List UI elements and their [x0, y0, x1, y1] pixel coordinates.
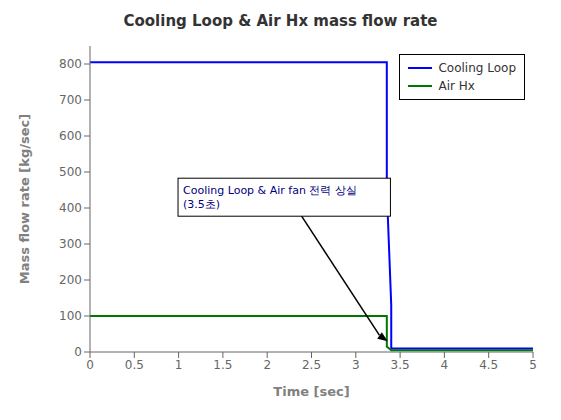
html-text:Cooling Loop & Air Hx mass flo: Cooling Loop & Air Hx mass flow rate	[123, 12, 438, 30]
svg-text:800: 800	[59, 57, 82, 71]
svg-text:3: 3	[352, 358, 360, 372]
svg-text:100: 100	[59, 309, 82, 323]
svg-text:400: 400	[59, 201, 82, 215]
svg-text:1: 1	[175, 358, 183, 372]
svg-text:Cooling Loop & Air fan 전력 상실(3: Cooling Loop & Air fan 전력 상실(3.5초)	[183, 184, 357, 211]
svg-text:0.5: 0.5	[125, 358, 144, 372]
svg-text:1.5: 1.5	[213, 358, 232, 372]
svg-text:3.5: 3.5	[391, 358, 410, 372]
svg-text:2: 2	[263, 358, 271, 372]
svg-text:Mass flow rate [kg/sec]: Mass flow rate [kg/sec]	[17, 114, 32, 284]
svg-text:700: 700	[59, 93, 82, 107]
svg-text:4: 4	[441, 358, 449, 372]
svg-text:Time [sec]: Time [sec]	[273, 384, 349, 399]
svg-text:0: 0	[86, 358, 94, 372]
svg-text:500: 500	[59, 165, 82, 179]
svg-text:0: 0	[74, 345, 82, 359]
html-text:Air Hx: Air Hx	[438, 79, 475, 93]
svg-text:600: 600	[59, 129, 82, 143]
svg-text:5: 5	[529, 358, 537, 372]
svg-text:4.5: 4.5	[479, 358, 498, 372]
svg-text:200: 200	[59, 273, 82, 287]
svg-text:300: 300	[59, 237, 82, 251]
svg-text:2.5: 2.5	[302, 358, 321, 372]
html-text:Cooling Loop: Cooling Loop	[438, 61, 516, 75]
